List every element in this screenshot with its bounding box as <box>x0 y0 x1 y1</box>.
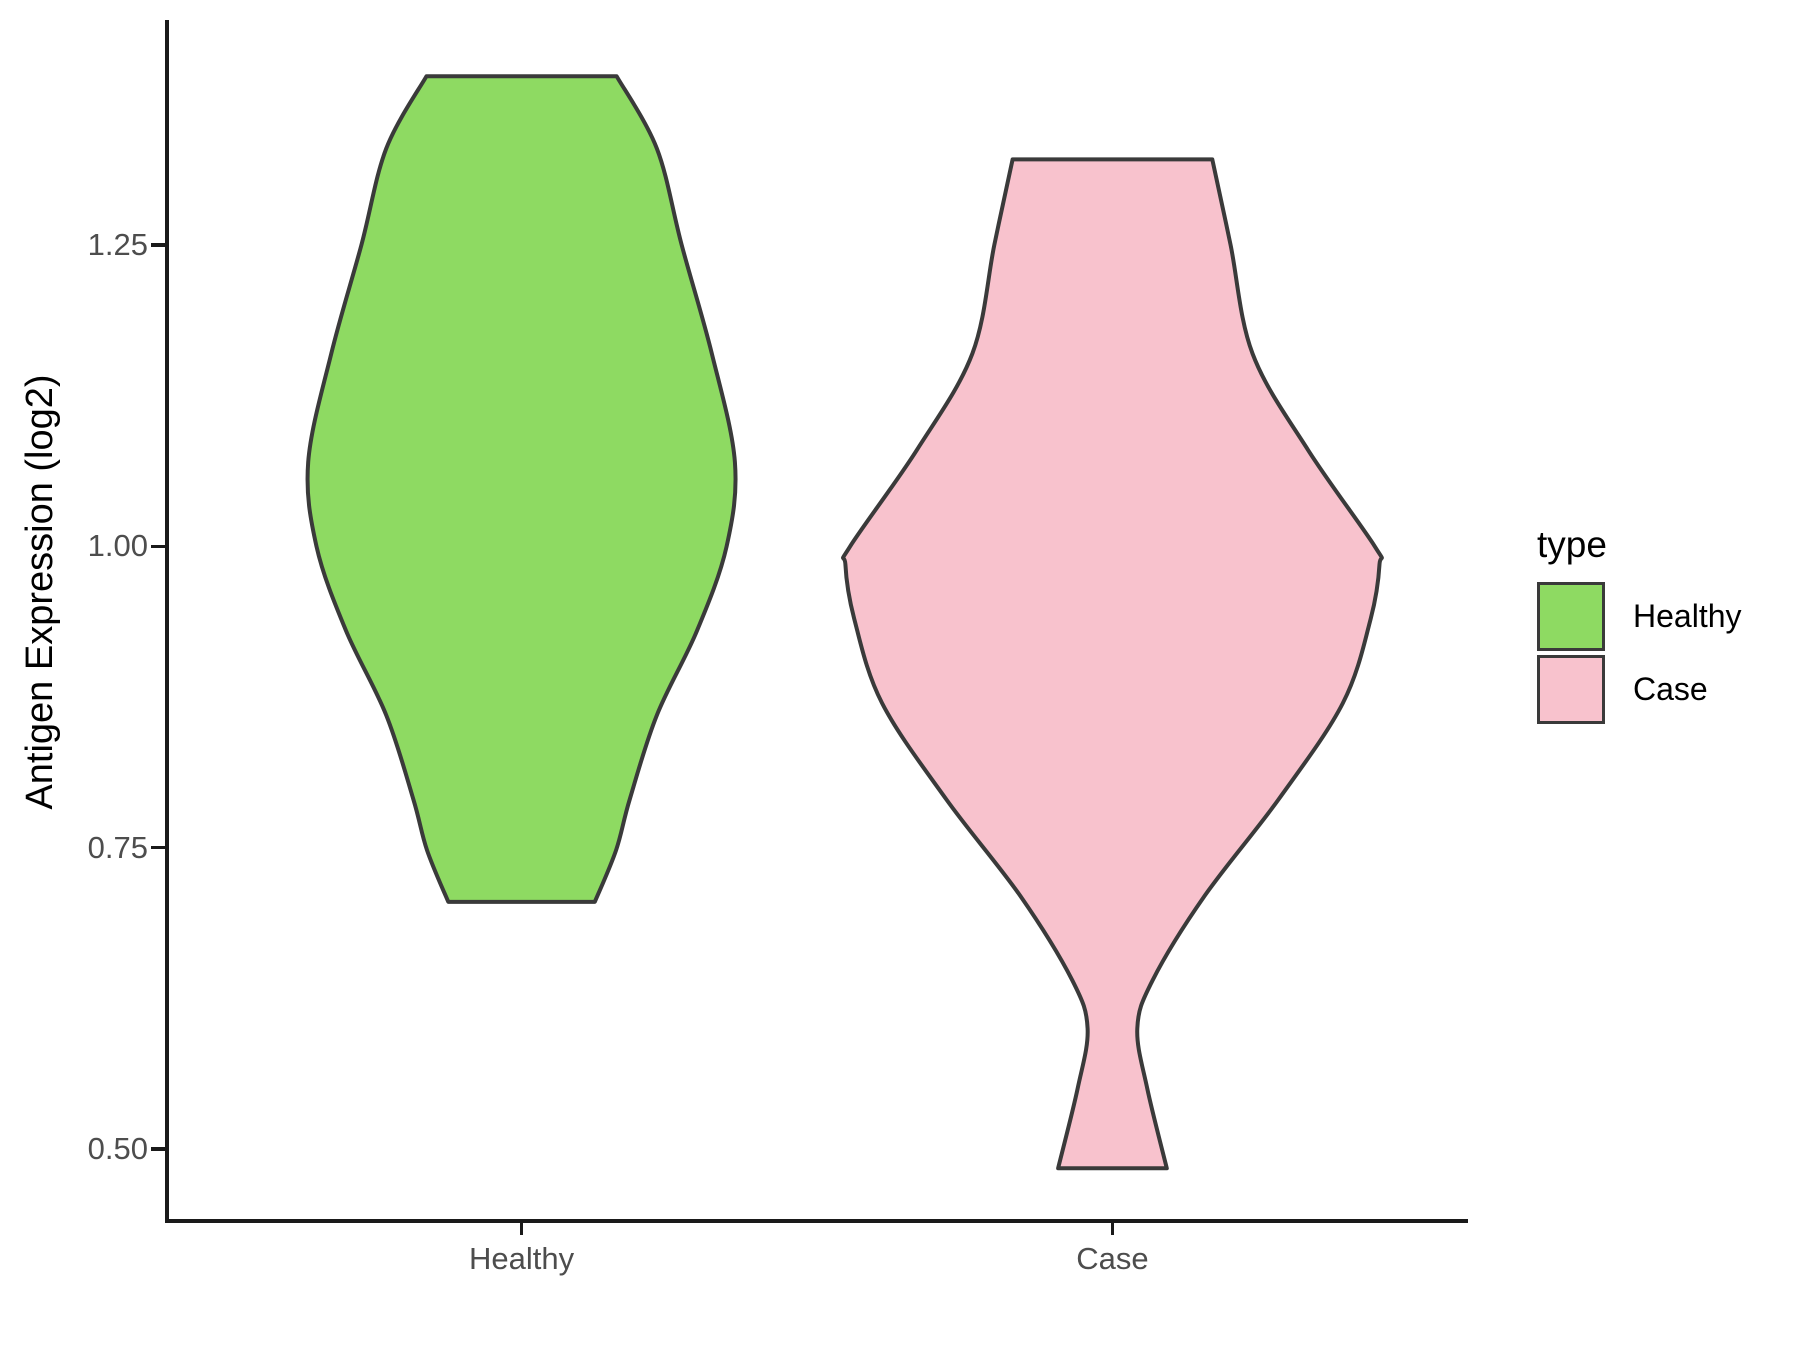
violin-case-shape <box>841 157 1384 1171</box>
x-tick-mark <box>519 1222 524 1235</box>
legend-entry-healthy: Healthy <box>1537 582 1797 651</box>
legend-swatch-healthy <box>1537 582 1605 651</box>
y-tick-mark <box>151 845 166 850</box>
y-tick-mark <box>151 544 166 549</box>
legend-title: type <box>1537 524 1607 565</box>
legend-entry-case: Case <box>1537 655 1797 724</box>
legend-swatch-case <box>1537 655 1605 724</box>
y-axis-title: Antigen Expression (log2) <box>19 374 61 810</box>
violins <box>305 74 1384 1171</box>
violin-healthy-shape <box>305 74 738 904</box>
x-tick-label-healthy: Healthy <box>468 1241 575 1276</box>
x-tick-label-case: Case <box>1076 1241 1149 1276</box>
y-tick-label: 1.25 <box>87 227 148 263</box>
legend: type Healthy Case <box>1537 523 1797 724</box>
y-tick-mark <box>151 243 166 247</box>
y-tick-label: 1.00 <box>87 528 148 564</box>
y-tick-label: 0.50 <box>87 1131 148 1166</box>
y-axis-line <box>165 20 169 1222</box>
legend-entries: Healthy Case <box>1537 582 1797 724</box>
x-axis-line <box>165 1219 1468 1223</box>
legend-label-healthy: Healthy <box>1633 598 1742 634</box>
x-tick-mark <box>1110 1222 1115 1235</box>
legend-label-case: Case <box>1633 671 1708 707</box>
y-tick-mark <box>151 1147 166 1151</box>
y-tick-label: 0.75 <box>87 829 148 865</box>
